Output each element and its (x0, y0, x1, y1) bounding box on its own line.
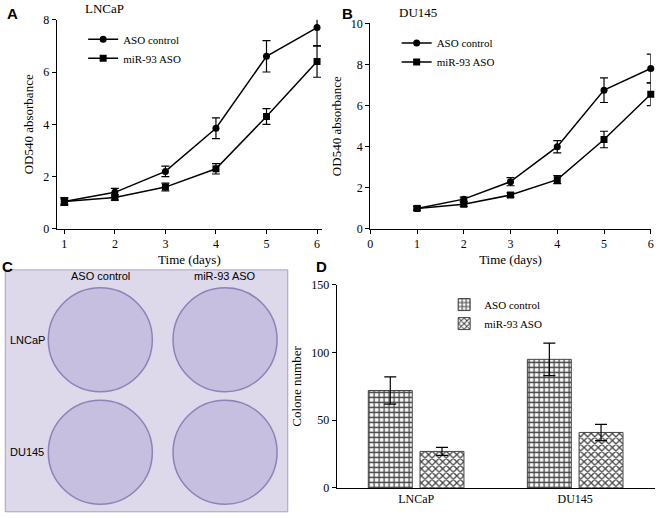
svg-text:3: 3 (162, 237, 168, 251)
svg-text:0: 0 (43, 222, 49, 236)
svg-text:LNCaP: LNCaP (398, 492, 434, 506)
svg-text:OD540 absorbance: OD540 absorbance (21, 74, 36, 174)
svg-text:miR-93 ASO: miR-93 ASO (123, 53, 181, 65)
svg-text:LNCaP: LNCaP (85, 1, 124, 16)
svg-text:8: 8 (43, 13, 49, 27)
svg-text:4: 4 (213, 237, 219, 251)
svg-text:4: 4 (357, 140, 363, 154)
svg-text:5: 5 (263, 237, 269, 251)
svg-text:Time (days): Time (days) (479, 252, 542, 267)
svg-text:Colone number: Colone number (289, 346, 304, 427)
svg-text:ASO control: ASO control (484, 299, 540, 311)
svg-text:4: 4 (43, 118, 49, 132)
svg-text:6: 6 (648, 237, 654, 251)
svg-text:6: 6 (314, 237, 320, 251)
svg-text:1: 1 (414, 237, 420, 251)
svg-text:2: 2 (112, 237, 118, 251)
svg-text:0: 0 (323, 481, 329, 495)
svg-text:miR-93 ASO: miR-93 ASO (484, 318, 542, 330)
svg-text:ASO control: ASO control (123, 34, 179, 46)
svg-text:6: 6 (357, 99, 363, 113)
svg-text:1: 1 (61, 237, 67, 251)
svg-text:DU145: DU145 (10, 446, 44, 458)
svg-text:miR-93 ASO: miR-93 ASO (194, 270, 256, 282)
svg-text:100: 100 (311, 346, 329, 360)
svg-text:2: 2 (461, 237, 467, 251)
svg-text:0: 0 (367, 237, 373, 251)
svg-text:5: 5 (601, 237, 607, 251)
svg-text:10: 10 (351, 17, 363, 31)
svg-text:DU145: DU145 (558, 492, 593, 506)
svg-text:ASO control: ASO control (71, 270, 130, 282)
svg-text:miR-93 ASO: miR-93 ASO (437, 56, 495, 68)
svg-text:6: 6 (43, 65, 49, 79)
svg-text:8: 8 (357, 58, 363, 72)
svg-text:Time (days): Time (days) (158, 252, 221, 267)
svg-text:150: 150 (311, 278, 329, 292)
svg-text:A: A (7, 5, 18, 22)
svg-text:3: 3 (508, 237, 514, 251)
svg-text:0: 0 (357, 222, 363, 236)
svg-text:2: 2 (357, 181, 363, 195)
svg-text:4: 4 (554, 237, 560, 251)
svg-text:B: B (342, 5, 353, 22)
svg-text:DU145: DU145 (399, 5, 437, 20)
svg-text:50: 50 (317, 413, 329, 427)
svg-text:C: C (2, 258, 13, 275)
svg-text:LNCaP: LNCaP (10, 334, 45, 346)
svg-text:D: D (316, 258, 327, 275)
svg-text:2: 2 (43, 170, 49, 184)
svg-text:OD540 absorbance: OD540 absorbance (329, 76, 344, 176)
svg-text:ASO control: ASO control (437, 37, 493, 49)
